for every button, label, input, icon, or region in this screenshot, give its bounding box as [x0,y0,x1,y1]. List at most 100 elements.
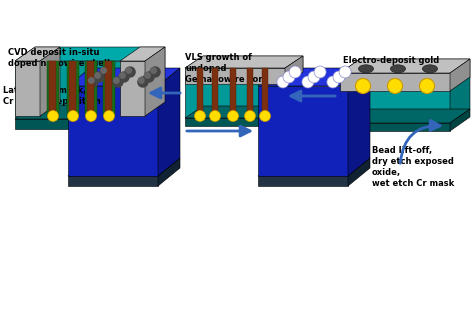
Polygon shape [15,61,145,119]
Circle shape [333,71,345,83]
Circle shape [259,110,271,122]
Polygon shape [348,158,370,186]
Circle shape [145,73,150,78]
Polygon shape [68,68,180,86]
Polygon shape [15,61,40,116]
Polygon shape [258,68,370,86]
Circle shape [327,76,339,88]
Polygon shape [120,61,145,116]
Bar [230,68,236,116]
Bar [103,61,115,116]
Circle shape [120,73,125,78]
Polygon shape [285,106,303,126]
Polygon shape [15,105,165,119]
Bar [106,61,112,114]
Polygon shape [145,47,165,119]
Circle shape [388,78,402,94]
Polygon shape [40,47,60,116]
Circle shape [245,110,255,122]
Circle shape [95,73,100,78]
Polygon shape [158,68,180,176]
Polygon shape [185,56,303,68]
Circle shape [125,67,135,77]
Polygon shape [340,109,470,123]
Circle shape [85,110,97,122]
Bar [88,61,94,114]
Bar [262,68,268,116]
Circle shape [419,78,435,94]
Polygon shape [185,68,285,118]
Text: Electro-deposit gold: Electro-deposit gold [343,56,439,65]
Circle shape [47,110,58,122]
Bar [47,61,59,116]
Polygon shape [340,73,450,91]
Polygon shape [340,73,450,123]
Circle shape [100,67,110,77]
Circle shape [194,110,206,122]
Circle shape [88,77,98,87]
Text: VLS growth of
undoped
Ge nanowire core: VLS growth of undoped Ge nanowire core [185,53,268,84]
Circle shape [138,77,148,87]
Polygon shape [15,47,165,61]
Polygon shape [285,56,303,84]
Text: Bead lift-off,
dry etch exposed
oxide,
wet etch Cr mask: Bead lift-off, dry etch exposed oxide, w… [372,146,454,188]
Polygon shape [185,118,285,126]
Bar [85,61,97,116]
Circle shape [138,78,144,83]
Polygon shape [68,86,158,176]
Polygon shape [258,158,370,176]
Ellipse shape [358,65,374,73]
Polygon shape [450,59,470,91]
Circle shape [94,72,104,82]
Circle shape [289,66,301,78]
Text: CVD deposit in-situ
doped nanowire shell: CVD deposit in-situ doped nanowire shell [8,48,110,68]
Polygon shape [340,123,450,131]
Polygon shape [185,106,303,118]
Circle shape [113,77,123,87]
Polygon shape [340,59,470,73]
Circle shape [114,78,119,83]
Polygon shape [340,59,470,73]
Circle shape [277,76,289,88]
Circle shape [210,110,220,122]
Circle shape [151,68,156,73]
Circle shape [302,76,314,88]
Polygon shape [258,176,348,186]
Polygon shape [348,68,370,176]
Bar [212,68,218,116]
Polygon shape [68,158,180,176]
Circle shape [228,110,238,122]
Bar [49,61,56,114]
Circle shape [283,71,295,83]
Circle shape [356,78,371,94]
Circle shape [89,78,94,83]
Circle shape [103,110,115,122]
Polygon shape [185,68,285,84]
Bar [197,68,203,116]
Circle shape [339,66,351,78]
Bar [67,61,79,116]
Polygon shape [145,47,165,116]
Polygon shape [450,109,470,131]
Polygon shape [258,86,348,176]
Circle shape [308,71,320,83]
Polygon shape [285,56,303,118]
Bar [247,68,253,116]
Polygon shape [15,47,60,61]
Circle shape [150,67,160,77]
Circle shape [314,66,326,78]
Text: Latex bead mask,
Cr (blue)  deposition: Latex bead mask, Cr (blue) deposition [3,86,101,106]
Circle shape [119,72,129,82]
Circle shape [144,72,154,82]
Circle shape [67,110,79,122]
Polygon shape [185,56,303,68]
Polygon shape [120,47,165,61]
Polygon shape [15,119,145,129]
Polygon shape [450,59,470,123]
Polygon shape [68,176,158,186]
Polygon shape [158,158,180,186]
Polygon shape [145,105,165,129]
Ellipse shape [391,65,405,73]
Ellipse shape [422,65,438,73]
Circle shape [101,68,106,73]
